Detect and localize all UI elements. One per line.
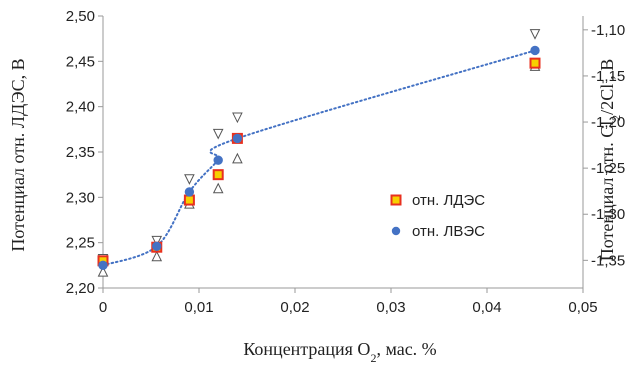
x-tick-label: 0,02 [280, 299, 309, 316]
ldes-point [183, 194, 195, 206]
error-markers-group [97, 29, 541, 277]
lower-bound-marker [232, 152, 243, 164]
x-tick-label: 0,03 [376, 299, 405, 316]
upper-bound-marker [529, 29, 541, 40]
lves-point [213, 155, 223, 165]
lves-point [232, 133, 243, 144]
upper-bound-marker [184, 174, 195, 185]
legend-marker-lves [391, 226, 401, 236]
y-right-tick-label: -1,20 [591, 114, 625, 131]
lves-point [530, 45, 540, 56]
y-left-tick-label: 2,45 [66, 53, 95, 70]
ldes-point [529, 57, 541, 69]
lower-bound-marker [212, 182, 224, 194]
lower-bound-marker [151, 250, 163, 262]
y-right-tick-label: -1,30 [591, 206, 625, 223]
y-left-tick-label: 2,35 [66, 144, 95, 161]
y-left-tick-label: 2,25 [66, 235, 95, 252]
lower-bound-marker [97, 266, 109, 277]
points-group [97, 45, 541, 271]
legend-label: отн. ЛДЭС [412, 192, 485, 209]
ldes-point [212, 169, 224, 181]
y-axis-label-right-sub: 2 [609, 115, 623, 121]
y-left-tick-label: 2,20 [66, 280, 95, 297]
y-axis-label-left: Потенциал отн. ЛДЭС, В [8, 58, 28, 251]
x-axis-label-unit: , мас. % [376, 339, 436, 359]
y-right-tick-label: -1,25 [591, 160, 625, 177]
x-axis-label-main: Концентрация O [243, 339, 370, 359]
y-axis-label-right-main: Потенциал отн. Cl [597, 121, 617, 261]
upper-bound-marker [232, 112, 243, 124]
x-tick-label: 0,01 [184, 299, 213, 316]
y-right-tick-label: -1,15 [591, 68, 625, 85]
ticks-group: 0 0,01 0,02 0,03 0,04 0,05 2,20 2,25 2,30 2,35 2,4… [66, 8, 625, 316]
legend-label: отн. ЛВЭС [412, 223, 485, 240]
lves-point [184, 187, 195, 197]
y-axis-label-right-mid: /2Cl [597, 84, 617, 115]
y-right-tick-label: -1,35 [591, 252, 625, 269]
lves-point [98, 260, 108, 271]
y-left-tick-label: 2,30 [66, 189, 95, 206]
x-tick-label: 0,04 [472, 299, 501, 316]
y-right-tick-label: -1,10 [591, 22, 625, 39]
y-axis-label-right-unit: , В [597, 59, 617, 80]
x-tick-label: 0,05 [568, 299, 597, 316]
upper-bound-marker [212, 128, 224, 140]
y-left-tick-label: 2,40 [66, 99, 95, 116]
lves-point [152, 241, 162, 251]
y-left-tick-label: 2,50 [66, 8, 95, 25]
x-axis-label: Концентрация O2, мас. % [243, 339, 436, 363]
legend-marker-ldes [390, 194, 402, 206]
y-axis-label-right-sup: - [595, 80, 609, 84]
x-tick-label: 0 [99, 299, 107, 316]
legend: отн. ЛДЭС отн. ЛВЭС [390, 192, 485, 240]
x-axis-label-subscript: 2 [370, 351, 376, 363]
y-axis-label-right: Потенциал отн. Cl2/2Cl-, В [595, 59, 623, 261]
upper-bound-marker [151, 235, 163, 247]
